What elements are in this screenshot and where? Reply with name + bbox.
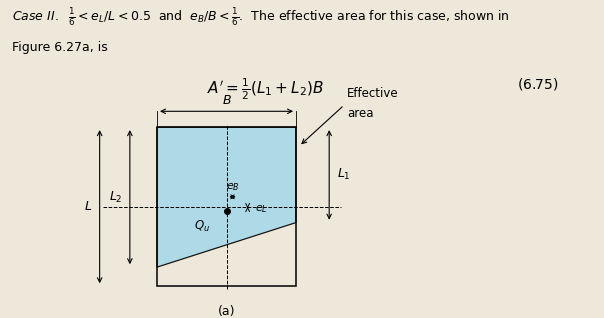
Text: Figure 6.27a, is: Figure 6.27a, is (12, 41, 108, 54)
Text: $L_2$: $L_2$ (109, 190, 123, 205)
Polygon shape (157, 127, 296, 267)
Bar (157, 127, 296, 286)
Text: $A' = \frac{1}{2}(L_1 + L_2)B$: $A' = \frac{1}{2}(L_1 + L_2)B$ (207, 76, 324, 102)
Text: area: area (347, 107, 374, 120)
Text: (a): (a) (218, 305, 235, 318)
Text: $\bf{\it{Case\ II.}}$  $\frac{1}{6} < e_L/L < 0.5$  and  $e_B/B < \frac{1}{6}$. : $\bf{\it{Case\ II.}}$ $\frac{1}{6} < e_L… (12, 6, 510, 28)
Text: $L$: $L$ (84, 200, 92, 213)
Text: Effective: Effective (347, 87, 399, 100)
Text: $Q_u$: $Q_u$ (194, 219, 210, 234)
Text: $L_1$: $L_1$ (337, 167, 351, 183)
Text: $e_B$: $e_B$ (226, 181, 239, 193)
Text: $B$: $B$ (222, 94, 231, 107)
Text: $(6.75)$: $(6.75)$ (517, 76, 558, 92)
Text: $e_L$: $e_L$ (255, 203, 268, 215)
